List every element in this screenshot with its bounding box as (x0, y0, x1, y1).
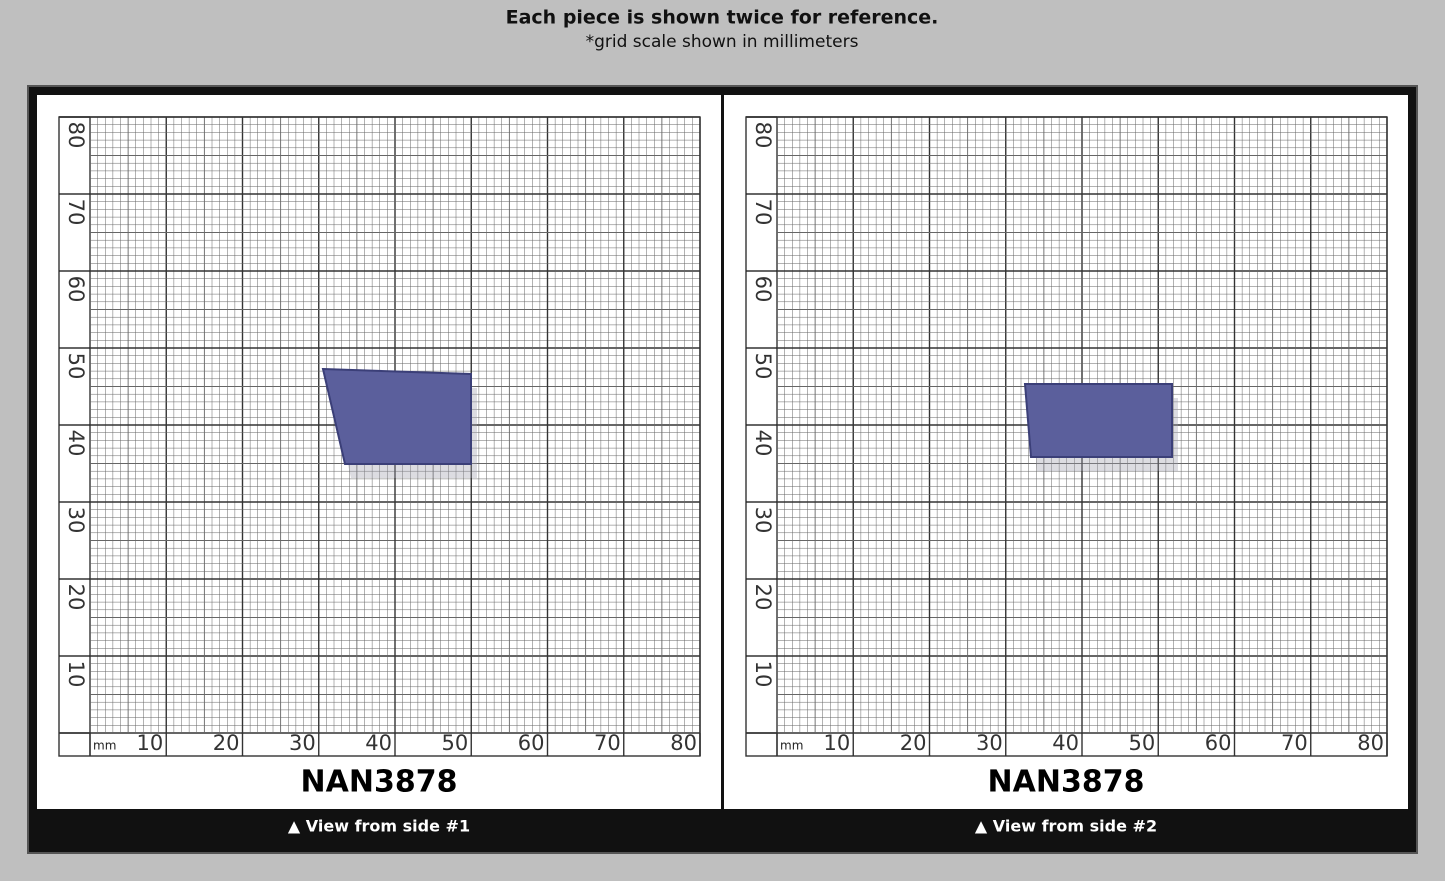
caption: ▲ View from side #1 (288, 817, 470, 836)
x-scale-label: 10 (137, 731, 164, 755)
y-scale-label: 60 (64, 276, 88, 303)
piece-id: NAN3878 (301, 765, 458, 800)
x-scale-label: 70 (1281, 731, 1308, 755)
y-scale-label: 50 (64, 353, 88, 380)
x-scale-label: 80 (670, 731, 697, 755)
x-scale-label: 50 (442, 731, 469, 755)
y-scale-label: 10 (64, 661, 88, 688)
y-scale-label: 20 (64, 584, 88, 611)
header-title: Each piece is shown twice for reference. (506, 7, 939, 29)
x-scale-label: 70 (594, 731, 621, 755)
y-scale-label: 30 (751, 507, 775, 534)
stone (321, 367, 472, 465)
y-scale-label: 20 (751, 584, 775, 611)
x-scale-label: 40 (1052, 731, 1079, 755)
x-scale-label: 50 (1129, 731, 1156, 755)
x-scale-label: 20 (213, 731, 240, 755)
stone (1023, 383, 1173, 458)
x-scale-label: 30 (289, 731, 316, 755)
y-scale-label: 40 (751, 430, 775, 457)
caption: ▲ View from side #2 (975, 817, 1157, 836)
header-subtitle: *grid scale shown in millimeters (586, 32, 859, 52)
y-scale-label: 40 (64, 430, 88, 457)
y-scale-label: 70 (64, 199, 88, 226)
grid-border (745, 116, 1388, 757)
x-scale-label: 30 (976, 731, 1003, 755)
x-scale-label: 60 (518, 731, 545, 755)
grid-border (58, 116, 701, 757)
unit-label: mm (780, 739, 803, 753)
y-scale-label: 50 (751, 353, 775, 380)
unit-label: mm (93, 739, 116, 753)
y-scale-label: 80 (64, 122, 88, 149)
x-scale-label: 60 (1205, 731, 1232, 755)
x-scale-label: 40 (365, 731, 392, 755)
y-scale-label: 80 (751, 122, 775, 149)
y-scale-label: 10 (751, 661, 775, 688)
x-scale-label: 80 (1357, 731, 1384, 755)
x-scale-label: 10 (824, 731, 851, 755)
y-scale-label: 30 (64, 507, 88, 534)
y-scale-label: 70 (751, 199, 775, 226)
piece-id: NAN3878 (988, 765, 1145, 800)
y-scale-label: 60 (751, 276, 775, 303)
x-scale-label: 20 (900, 731, 927, 755)
